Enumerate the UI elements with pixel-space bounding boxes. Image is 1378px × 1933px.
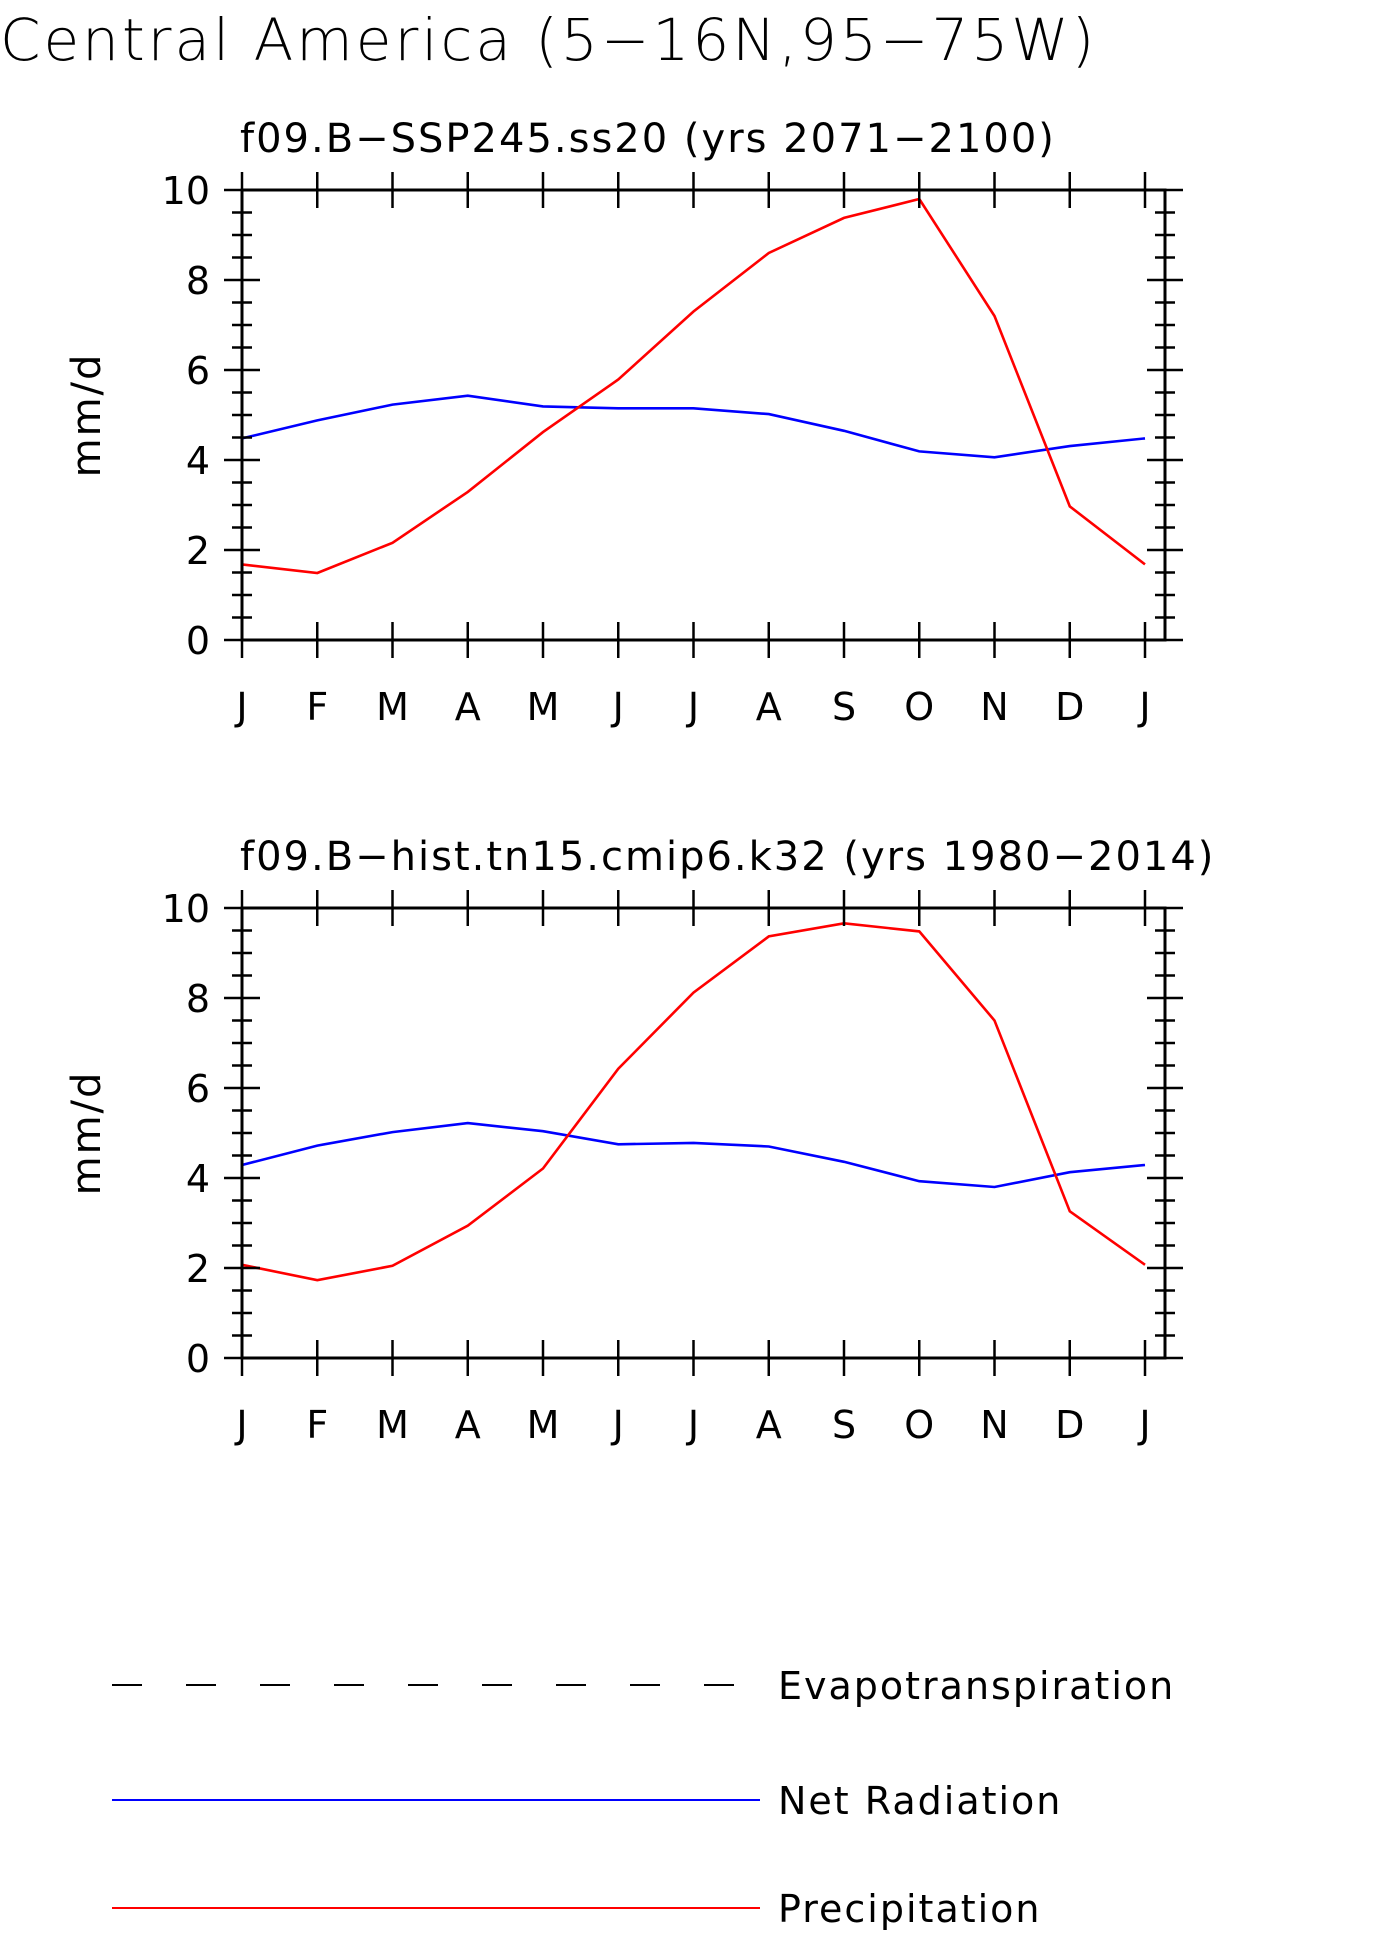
legend: Evapotranspiration Net Radiation Precipita… xyxy=(112,1664,1175,1931)
x-tick-label: O xyxy=(904,1403,934,1447)
plot-frame xyxy=(240,188,1167,642)
y-tick-label: 4 xyxy=(186,439,210,483)
chart-panels: f09.B−SSP245.ss20 (yrs 2071−2100) 0 2 4 6 8 10… xyxy=(64,116,1215,1447)
x-tick-label: J xyxy=(611,1403,624,1447)
x-tick-label: J xyxy=(234,685,247,729)
figure-title: Central America (5−16N,95−75W) xyxy=(0,6,1097,74)
legend-item-precipitation: Precipitation xyxy=(112,1887,1042,1931)
legend-item-net-radiation: Net Radiation xyxy=(112,1779,1062,1823)
legend-label: Precipitation xyxy=(778,1887,1042,1931)
chart-panel-1: f09.B−SSP245.ss20 (yrs 2071−2100) 0 2 4 6 8 10… xyxy=(64,116,1183,729)
y-tick-label: 2 xyxy=(186,1247,210,1291)
y-tick-label: 0 xyxy=(186,619,210,663)
y-tick-label: 6 xyxy=(186,349,210,393)
x-tick-label: J xyxy=(234,1403,247,1447)
x-tick-label: S xyxy=(832,685,856,729)
x-tick-label: M xyxy=(376,685,409,729)
y-tick-label: 2 xyxy=(186,529,210,573)
x-tick-label: M xyxy=(376,1403,409,1447)
y-tick-label: 8 xyxy=(186,977,210,1021)
x-tick-label: N xyxy=(980,1403,1008,1447)
x-tick-label: S xyxy=(832,1403,856,1447)
x-tick-label: J xyxy=(1137,685,1150,729)
chart-panel-2: f09.B−hist.tn15.cmip6.k32 (yrs 1980−2014… xyxy=(64,834,1215,1447)
x-tick-label: D xyxy=(1055,685,1084,729)
x-tick-label: J xyxy=(686,685,699,729)
panel-title: f09.B−SSP245.ss20 (yrs 2071−2100) xyxy=(240,116,1056,162)
x-tick-label: N xyxy=(980,685,1008,729)
y-tick-label: 0 xyxy=(186,1337,210,1381)
legend-label: Evapotranspiration xyxy=(778,1664,1175,1708)
panel-title: f09.B−hist.tn15.cmip6.k32 (yrs 1980−2014… xyxy=(240,834,1215,880)
x-tick-label: A xyxy=(455,1403,481,1447)
series-line-net-radiation xyxy=(241,394,1146,459)
x-tick-label: J xyxy=(611,685,624,729)
x-tick-label: A xyxy=(756,1403,782,1447)
x-tick-label: O xyxy=(904,685,934,729)
x-tick-label: J xyxy=(1137,1403,1150,1447)
y-axis-label: mm/d xyxy=(64,353,110,478)
y-tick-label: 10 xyxy=(162,169,210,213)
legend-item-evapotranspiration: Evapotranspiration xyxy=(112,1664,1175,1708)
legend-label: Net Radiation xyxy=(778,1779,1062,1823)
x-tick-label: M xyxy=(527,1403,560,1447)
y-axis-label: mm/d xyxy=(64,1071,110,1196)
y-tick-label: 6 xyxy=(186,1067,210,1111)
x-tick-label: A xyxy=(455,685,481,729)
y-tick-label: 8 xyxy=(186,259,210,303)
series-line-precipitation xyxy=(241,921,1146,1282)
x-tick-label: F xyxy=(306,1403,328,1447)
y-tick-label: 4 xyxy=(186,1157,210,1201)
x-tick-label: J xyxy=(686,1403,699,1447)
series-line-precipitation xyxy=(241,197,1146,575)
x-tick-label: F xyxy=(306,685,328,729)
x-tick-label: D xyxy=(1055,1403,1084,1447)
x-tick-label: A xyxy=(756,685,782,729)
y-tick-label: 10 xyxy=(162,887,210,931)
series-line-net-radiation xyxy=(241,1121,1146,1189)
x-tick-label: M xyxy=(527,685,560,729)
